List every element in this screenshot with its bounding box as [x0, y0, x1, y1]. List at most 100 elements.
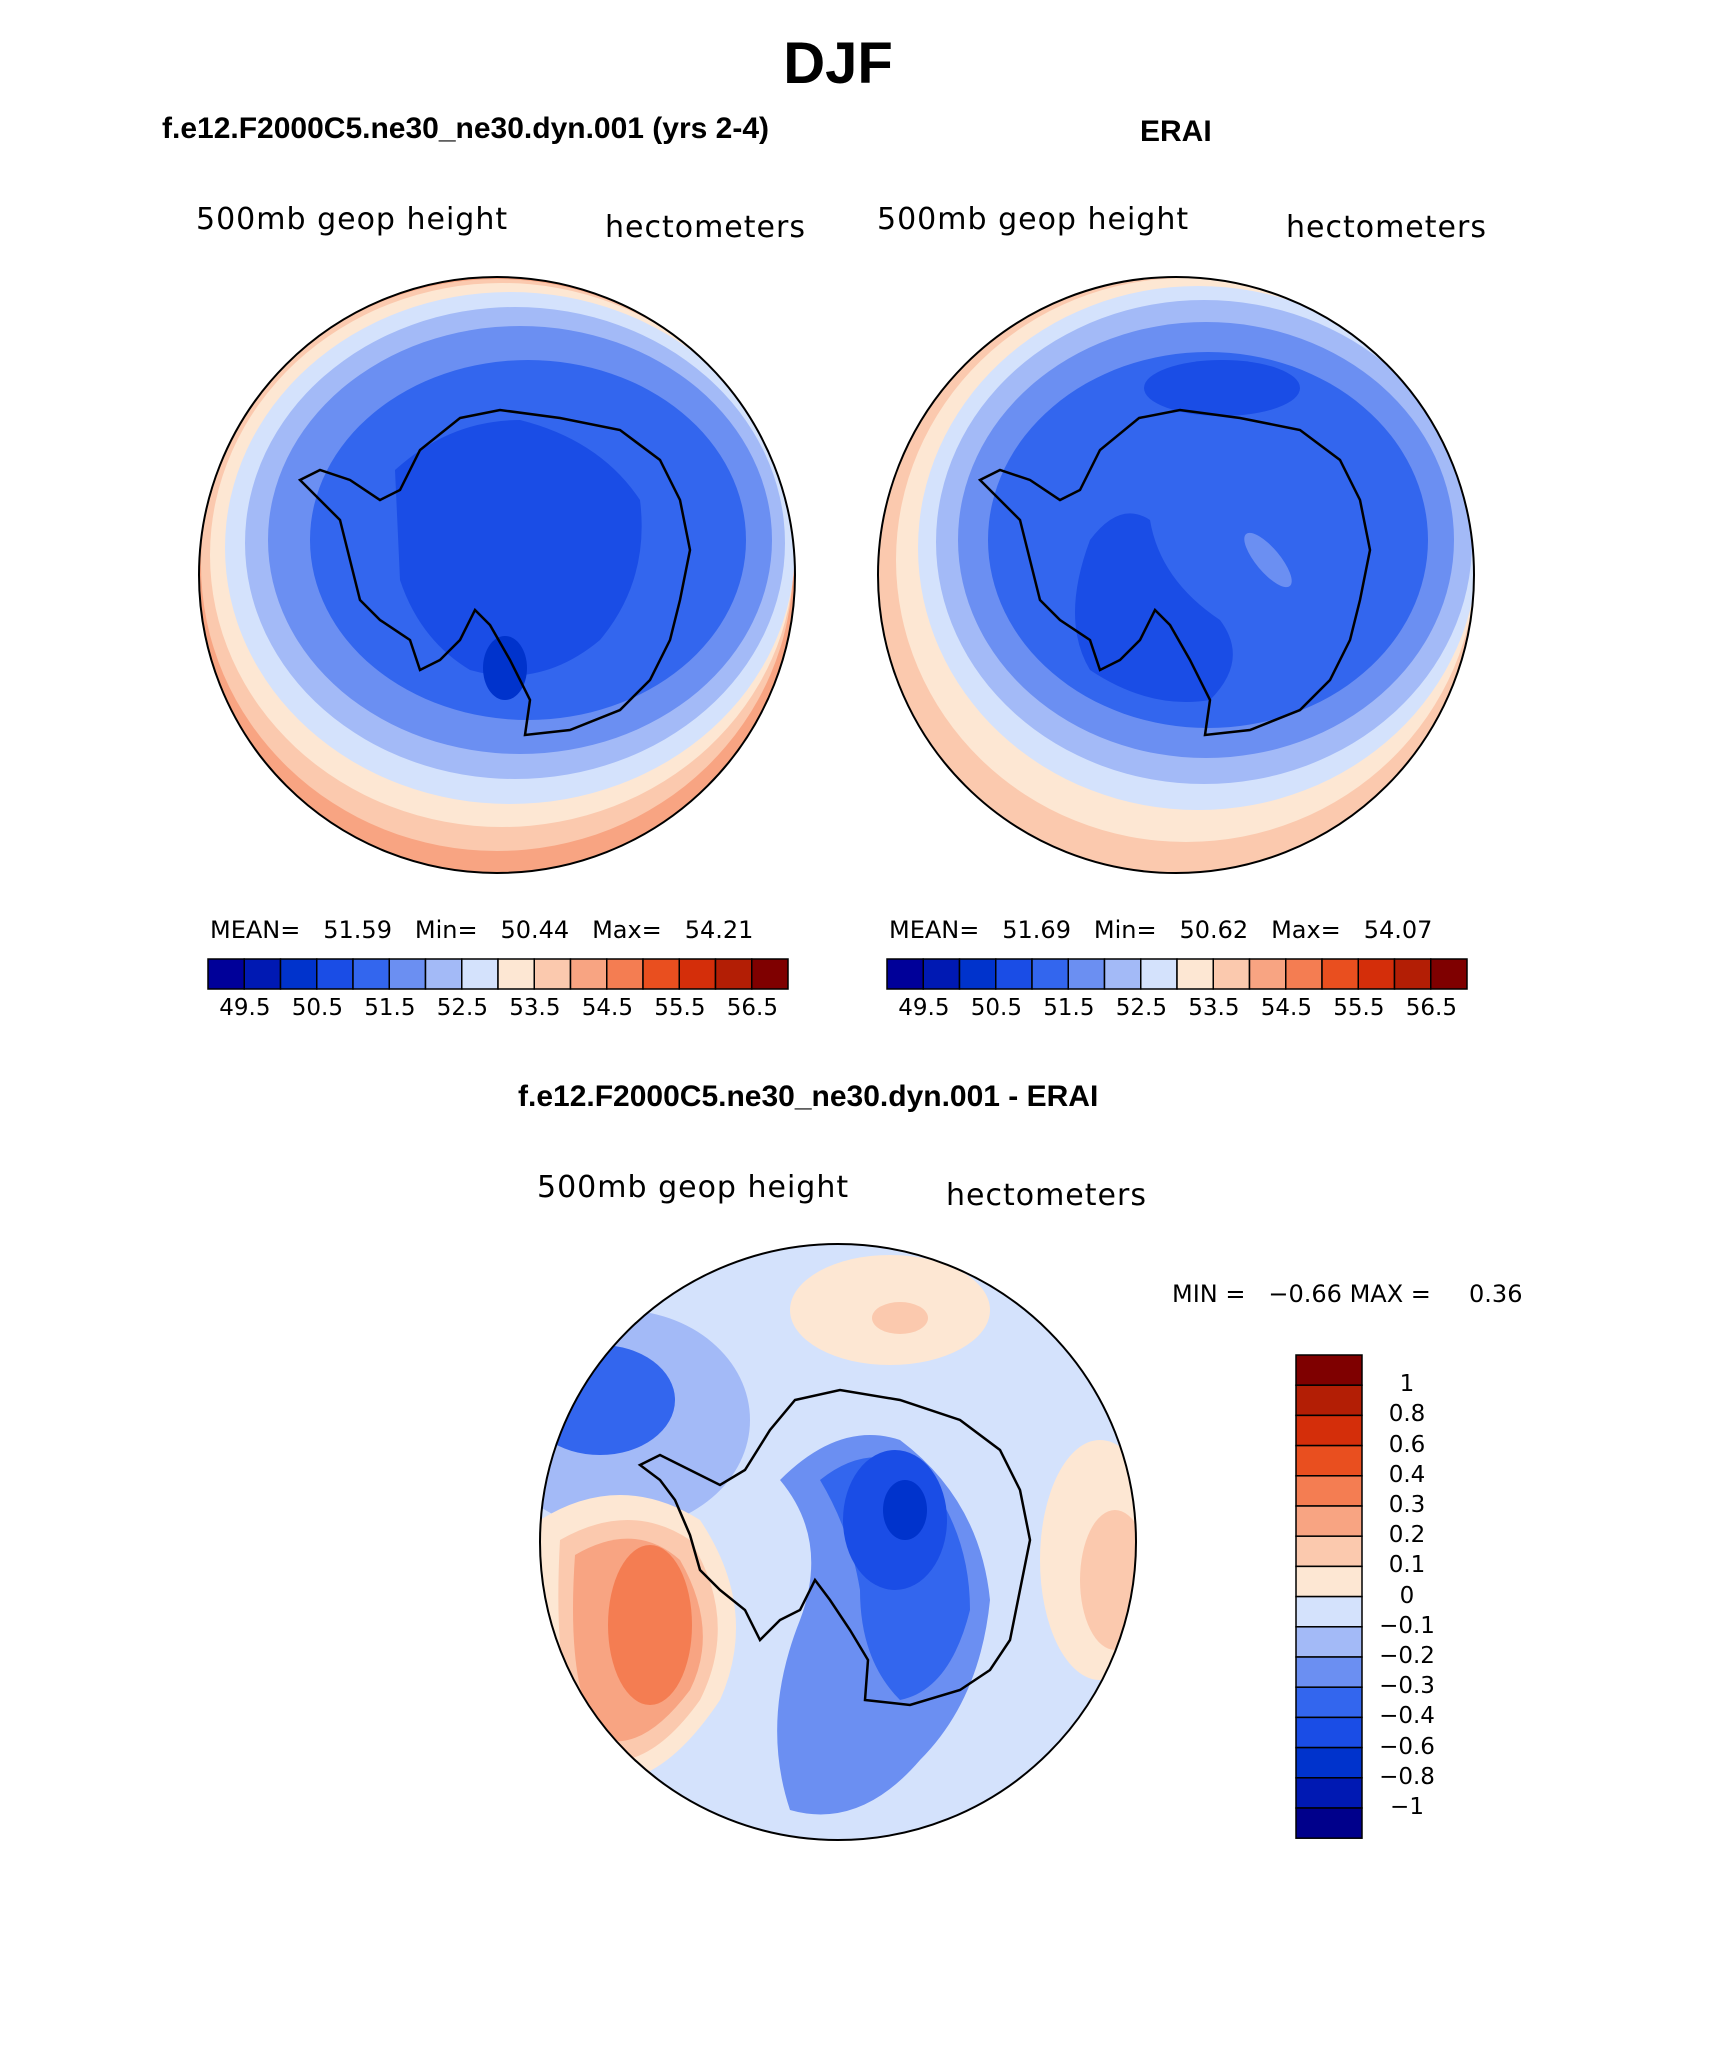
panel-2-colorbar-box — [958, 958, 997, 990]
difference-colorbar-tick-label: 0.3 — [1388, 1492, 1426, 1518]
difference-colorbar-box — [1295, 1626, 1363, 1658]
panel-2-colorbar-box — [1067, 958, 1106, 990]
panel-1-colorbar-box — [316, 958, 354, 990]
panel-2-colorbar-box — [1212, 958, 1251, 990]
difference-colorbar-tick-label: 0.8 — [1388, 1401, 1426, 1428]
difference-colorbar-tick-label: −0.2 — [1379, 1643, 1435, 1669]
panel-1-colorbar-tick-label: 56.5 — [726, 995, 778, 1021]
difference-colorbar-tick-label: 1 — [1399, 1371, 1415, 1398]
panel-2-colorbar-box — [886, 958, 924, 990]
difference-colorbar-tick-label: 0.1 — [1388, 1552, 1426, 1579]
difference-colorbar-tick-label: −0.8 — [1379, 1763, 1435, 1790]
panel-2-coastline — [977, 408, 1372, 737]
panel-1-stats: MEAN= 51.59 Min= 50.44 Max= 54.21 — [210, 916, 753, 944]
difference-colorbar-tick-label: 0.6 — [1388, 1431, 1426, 1458]
panel-1-colorbar-box — [207, 958, 245, 990]
panel-1-variable-label: 500mb geop height — [196, 202, 509, 237]
panel-2-colorbar-tick-label: 49.5 — [898, 995, 950, 1021]
panel-1-colorbar-box — [243, 958, 282, 990]
panel-2-colorbar-box — [995, 958, 1033, 990]
panel-1-colorbar-box — [279, 958, 318, 990]
panel-1-colorbar-box — [424, 958, 463, 990]
difference-colorbar-tick-label: −1 — [1390, 1794, 1424, 1820]
panel-2-colorbar-tick-label: 51.5 — [1043, 995, 1095, 1021]
panel-2-colorbar-tick-label: 53.5 — [1188, 995, 1240, 1021]
panel-1-heading: f.e12.F2000C5.ne30_ne30.dyn.001 (yrs 2-4… — [162, 112, 770, 145]
difference-colorbar-box — [1295, 1656, 1363, 1688]
panel-1-colorbar-tick-label: 53.5 — [509, 995, 561, 1021]
panel-2-colorbar-tick-label: 55.5 — [1333, 995, 1385, 1021]
difference-max-value: 0.36 — [1469, 1280, 1523, 1308]
panel-2-map — [877, 276, 1475, 874]
panel-1-colorbar-tick-label: 52.5 — [436, 995, 488, 1021]
panel-2-colorbar-tick-label: 54.5 — [1260, 995, 1312, 1021]
panel-2-min-label: Min= — [1093, 916, 1157, 944]
panel-2-min-value: 50.62 — [1179, 916, 1249, 944]
panel-1-colorbar-tick-label: 55.5 — [654, 995, 706, 1021]
panel-1-colorbar-tick-label: 51.5 — [364, 995, 416, 1021]
panel-2-colorbar-box — [922, 958, 961, 990]
panel-1-colorbar-box — [533, 958, 572, 990]
difference-colorbar-box — [1295, 1354, 1363, 1386]
panel-2-colorbar-box — [1321, 958, 1359, 990]
difference-colorbar-tick-label: 0 — [1399, 1582, 1415, 1609]
difference-colorbar-box — [1295, 1384, 1363, 1417]
panel-2-colorbar-box — [1176, 958, 1214, 990]
panel-2-colorbar-box — [1430, 958, 1468, 990]
difference-units-label: hectometers — [946, 1178, 1147, 1213]
difference-colorbar-box — [1295, 1505, 1363, 1537]
panel-2-colorbar-tick-label: 56.5 — [1405, 995, 1457, 1021]
panel-1-colorbar-box — [569, 958, 608, 990]
difference-colorbar-box — [1295, 1807, 1363, 1839]
panel-1-colorbar-box — [461, 958, 499, 990]
panel-1-colorbar-box — [352, 958, 390, 990]
panel-1-coastline — [297, 408, 692, 737]
difference-minmax: MIN = −0.66 MAX = 0.36 — [1172, 1280, 1522, 1308]
panel-1-max-label: Max= — [592, 916, 662, 944]
panel-2-max-value: 54.07 — [1363, 916, 1433, 944]
difference-colorbar-tick-label: −0.4 — [1379, 1703, 1435, 1730]
difference-map — [539, 1243, 1137, 1841]
difference-colorbar-box — [1295, 1565, 1363, 1598]
panel-2-colorbar-box — [1031, 958, 1069, 990]
panel-1-colorbar-box — [678, 958, 717, 990]
panel-1-colorbar-tick-label: 49.5 — [219, 995, 271, 1021]
difference-colorbar-tick-label: −0.1 — [1379, 1612, 1435, 1639]
panel-2-heading: ERAI — [1140, 115, 1212, 148]
panel-2-stats: MEAN= 51.69 Min= 50.62 Max= 54.07 — [889, 916, 1432, 944]
panel-1-colorbar-box — [497, 958, 535, 990]
panel-2-colorbar-box — [1357, 958, 1396, 990]
difference-min-label: MIN = — [1172, 1280, 1246, 1308]
difference-colorbar-box — [1295, 1535, 1363, 1568]
panel-2-colorbar-box — [1285, 958, 1323, 990]
difference-colorbar-box — [1295, 1595, 1363, 1628]
difference-coastline — [637, 1388, 1032, 1707]
difference-colorbar-box — [1295, 1414, 1363, 1447]
panel-1-colorbar-tick-label: 54.5 — [581, 995, 633, 1021]
difference-colorbar-tick-label: 0.2 — [1388, 1522, 1426, 1549]
panel-2-variable-label: 500mb geop height — [877, 202, 1190, 237]
panel-1-colorbar-box — [606, 958, 644, 990]
panel-1-colorbar — [207, 958, 789, 990]
difference-colorbar-tick-label: −0.3 — [1379, 1673, 1435, 1700]
panel-1-min-value: 50.44 — [500, 916, 570, 944]
difference-colorbar — [1295, 1354, 1363, 1839]
difference-colorbar-box — [1295, 1746, 1363, 1779]
panel-1-mean-label: MEAN= — [210, 916, 301, 944]
panel-2-colorbar-box — [1393, 958, 1432, 990]
difference-colorbar-box — [1295, 1686, 1363, 1719]
panel-2-colorbar-tick-label: 52.5 — [1115, 995, 1167, 1021]
panel-1-mean-value: 51.59 — [323, 916, 392, 944]
panel-2-max-label: Max= — [1271, 916, 1341, 944]
figure-title: DJF — [783, 31, 893, 96]
panel-2-colorbar-box — [1103, 958, 1142, 990]
difference-heading: f.e12.F2000C5.ne30_ne30.dyn.001 - ERAI — [518, 1080, 1099, 1113]
difference-colorbar-box — [1295, 1475, 1363, 1507]
difference-colorbar-tick-label: −0.6 — [1379, 1733, 1435, 1760]
panel-2-units-label: hectometers — [1286, 210, 1487, 245]
panel-2-colorbar-box — [1248, 958, 1287, 990]
difference-colorbar-box — [1295, 1716, 1363, 1749]
panel-2-mean-value: 51.69 — [1002, 916, 1071, 944]
panel-1-units-label: hectometers — [605, 210, 806, 245]
